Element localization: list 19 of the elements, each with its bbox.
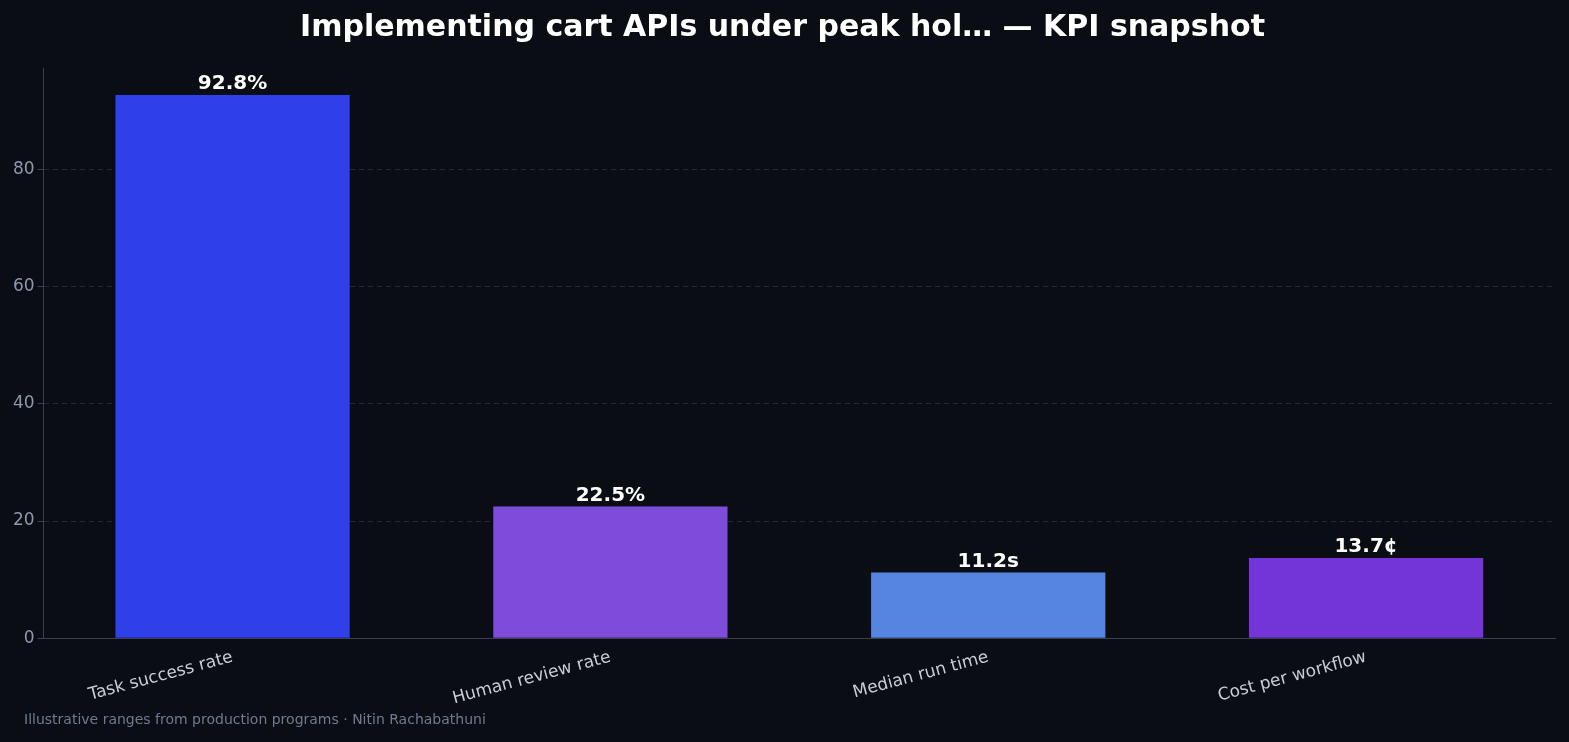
y-tick-label: 40 (12, 392, 35, 413)
bar (493, 506, 728, 638)
x-tick-label: Task success rate (85, 645, 235, 704)
data-label: 92.8% (197, 70, 268, 95)
y-tick-label: 60 (12, 275, 35, 296)
x-tick-label: Human review rate (450, 645, 613, 708)
y-tick-label: 80 (12, 158, 35, 179)
bar (115, 94, 350, 638)
data-label: 22.5% (575, 481, 646, 506)
text: Illustrative ranges from production programs · Nitin Rachabathuni (24, 711, 486, 727)
y-tick-label: 20 (12, 509, 35, 530)
y-tick-label: 0 (23, 626, 35, 647)
data-label: 13.7¢ (1334, 533, 1398, 558)
chart-title: Implementing cart APIs under peak hol… — KPI snapshot (300, 7, 1265, 43)
bar (1248, 557, 1484, 638)
data-label: 11.2s (957, 547, 1019, 572)
bar (871, 572, 1106, 638)
x-tick-label: Cost per workflow (1215, 645, 1369, 705)
x-tick-label: Median run time (850, 645, 991, 702)
